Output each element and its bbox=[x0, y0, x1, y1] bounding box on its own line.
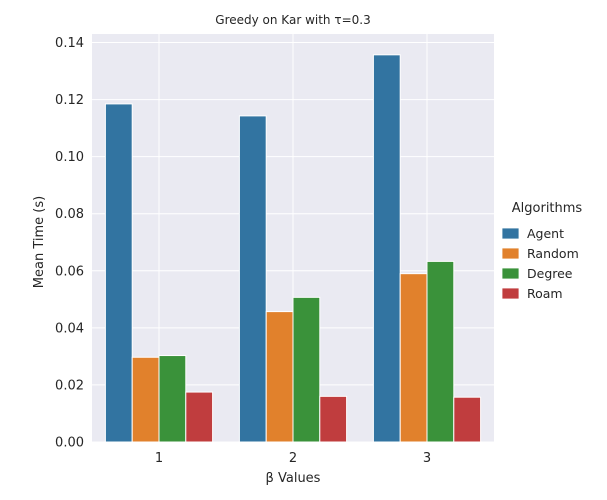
legend: Algorithms Agent Random Degree Roam bbox=[501, 201, 583, 301]
y-tick-label: 0.12 bbox=[55, 93, 84, 108]
y-tick-label: 0.14 bbox=[55, 36, 84, 51]
bar-degree-2 bbox=[292, 296, 321, 443]
bar-degree-3 bbox=[426, 260, 455, 443]
y-tick-label: 0.00 bbox=[55, 436, 84, 451]
legend-items: Agent Random Degree Roam bbox=[501, 226, 579, 301]
bar-roam-2 bbox=[319, 395, 348, 443]
legend-label-random: Random bbox=[527, 246, 579, 261]
y-tick-label: 0.10 bbox=[55, 150, 84, 165]
y-tick-label: 0.02 bbox=[55, 378, 84, 393]
legend-label-roam: Roam bbox=[527, 286, 563, 301]
legend-label-agent: Agent bbox=[527, 226, 564, 241]
bar-random-1 bbox=[131, 356, 160, 443]
y-tick-label: 0.08 bbox=[55, 207, 84, 222]
legend-swatch-roam bbox=[501, 287, 520, 300]
x-tick-label: 3 bbox=[423, 451, 431, 466]
y-axis-label: Mean Time (s) bbox=[32, 196, 47, 288]
legend-title: Algorithms bbox=[512, 201, 583, 216]
y-tick-labels: 0.00 0.02 0.04 0.06 0.08 0.10 0.12 0.14 bbox=[55, 36, 84, 450]
legend-label-degree: Degree bbox=[527, 266, 573, 281]
bar-random-2 bbox=[265, 311, 294, 443]
x-tick-label: 1 bbox=[155, 451, 163, 466]
bar-degree-1 bbox=[158, 355, 187, 443]
x-tick-label: 2 bbox=[289, 451, 297, 466]
bar-agent-1 bbox=[104, 103, 133, 443]
bar-roam-3 bbox=[453, 396, 482, 443]
legend-swatch-degree bbox=[501, 267, 520, 280]
bars bbox=[104, 54, 482, 443]
x-axis-label: β Values bbox=[266, 471, 321, 486]
bar-agent-2 bbox=[238, 115, 267, 443]
x-tick-labels: 1 2 3 bbox=[155, 451, 431, 466]
bar-random-3 bbox=[399, 273, 428, 443]
bar-roam-1 bbox=[185, 391, 214, 443]
bar-agent-3 bbox=[372, 54, 401, 443]
legend-swatch-agent bbox=[501, 227, 520, 240]
legend-swatch-random bbox=[501, 247, 520, 260]
y-tick-label: 0.06 bbox=[55, 264, 84, 279]
y-tick-label: 0.04 bbox=[55, 321, 84, 336]
chart-title: Greedy on Kar with τ=0.3 bbox=[215, 13, 370, 27]
